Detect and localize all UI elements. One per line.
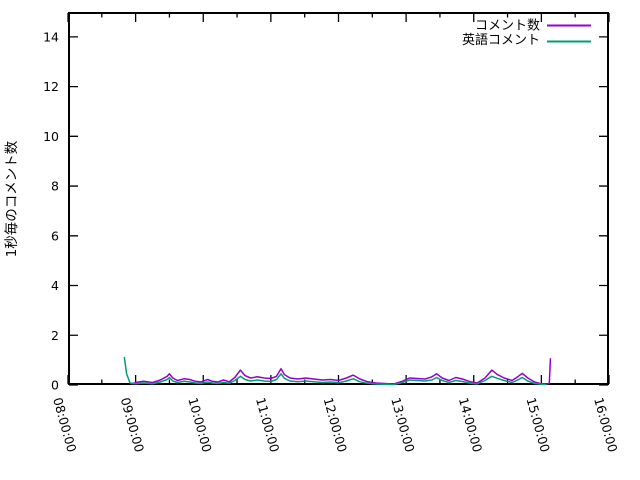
- legend: コメント数 英語コメント: [462, 19, 591, 48]
- x-tick-label: 11:00:00: [253, 396, 282, 454]
- x-axis-tick-labels: 08:00:00 09:00:00 10:00:00 11:00:00 12:00:00…: [50, 396, 620, 454]
- y-axis-label: 1秒毎のコメント数: [4, 140, 20, 257]
- y-tick-label: 8: [51, 179, 59, 194]
- data-series-lines: [123, 356, 552, 386]
- x-tick-label: 08:00:00: [50, 396, 79, 454]
- y-axis-tick-labels: 0 2 4 6 8 10 12 14: [43, 29, 59, 392]
- y-tick-label: 10: [43, 129, 59, 144]
- x-tick-label: 09:00:00: [118, 396, 147, 454]
- legend-label-english-comments: 英語コメント: [462, 32, 540, 48]
- y-tick-label: 0: [51, 378, 59, 393]
- y-tick-label: 14: [43, 29, 59, 44]
- x-tick-label: 13:00:00: [388, 396, 417, 454]
- x-tick-label: 14:00:00: [456, 396, 485, 454]
- axis-ticks: [67, 13, 610, 386]
- y-tick-label: 4: [51, 278, 59, 293]
- y-tick-label: 12: [43, 79, 59, 94]
- y-tick-label: 2: [51, 328, 59, 343]
- x-tick-label: 10:00:00: [185, 396, 214, 454]
- series-line-1: [123, 356, 547, 386]
- plot-border: [68, 12, 609, 385]
- y-tick-label: 6: [51, 228, 59, 243]
- x-tick-label: 12:00:00: [321, 396, 350, 454]
- x-tick-label: 15:00:00: [523, 396, 552, 454]
- x-tick-label: 16:00:00: [591, 396, 620, 454]
- legend-label-comments: コメント数: [475, 19, 540, 34]
- series-line-0: [131, 358, 552, 385]
